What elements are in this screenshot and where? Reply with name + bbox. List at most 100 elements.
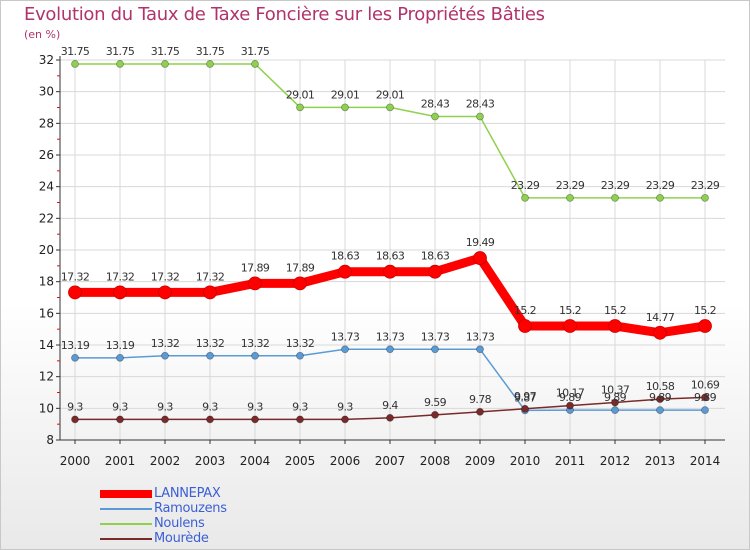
y-tick-label: 14: [39, 338, 54, 352]
data-label-noulens: 31.75: [151, 45, 180, 58]
data-point-ramouzens: [431, 345, 439, 354]
data-point-ramouzens: [71, 353, 79, 362]
data-label-mour-de: 9.3: [157, 400, 173, 413]
data-label-noulens: 31.75: [61, 45, 90, 58]
y-tick-label: 20: [39, 243, 54, 257]
data-label-noulens: 28.43: [421, 98, 450, 111]
data-label-lannepax: 14.77: [646, 311, 675, 324]
data-point-lannepax: [293, 276, 307, 291]
legend-swatch-ramouzens: [100, 508, 152, 510]
data-label-noulens: 31.75: [106, 45, 135, 58]
data-point-lannepax: [68, 285, 82, 300]
data-label-ramouzens: 13.73: [466, 330, 495, 343]
data-label-noulens: 29.01: [331, 88, 360, 101]
data-label-mour-de: 9.4: [382, 399, 398, 412]
data-point-noulens: [71, 60, 79, 68]
data-label-lannepax: 15.2: [559, 304, 581, 317]
x-tick-label: 2006: [330, 454, 361, 468]
x-tick-label: 2001: [105, 454, 136, 468]
data-label-mour-de: 9.97: [514, 390, 537, 403]
data-point-noulens: [116, 60, 124, 68]
data-point-ramouzens: [386, 345, 394, 354]
data-label-noulens: 29.01: [376, 88, 405, 101]
x-tick-label: 2003: [195, 454, 226, 468]
legend-label-noulens: Noulens: [154, 516, 205, 531]
legend-label-lannepax: LANNEPAX: [154, 486, 221, 501]
data-label-noulens: 23.29: [691, 179, 720, 192]
data-label-noulens: 23.29: [601, 179, 630, 192]
data-point-ramouzens: [161, 351, 169, 360]
data-label-ramouzens: 9.89: [604, 391, 627, 404]
x-tick-label: 2013: [645, 454, 676, 468]
data-label-noulens: 23.29: [646, 179, 675, 192]
data-point-lannepax: [113, 285, 127, 300]
data-point-lannepax: [608, 319, 622, 333]
data-point-noulens: [611, 194, 619, 202]
data-label-ramouzens: 13.19: [106, 339, 135, 352]
data-point-ramouzens: [251, 351, 259, 360]
data-label-ramouzens: 13.32: [241, 337, 270, 350]
data-label-ramouzens: 13.19: [61, 339, 90, 352]
data-label-mour-de: 10.69: [691, 378, 720, 391]
y-tick-label: 16: [39, 306, 54, 320]
data-point-lannepax: [158, 285, 172, 300]
x-tick-label: 2007: [375, 454, 406, 468]
data-point-mour-de: [161, 415, 169, 424]
data-point-noulens: [206, 60, 214, 68]
data-point-ramouzens: [656, 406, 664, 414]
data-point-mour-de: [251, 415, 259, 424]
data-point-mour-de: [71, 415, 79, 424]
legend-label-ramouzens: Ramouzens: [154, 501, 227, 516]
data-point-lannepax: [698, 319, 712, 333]
data-point-lannepax: [248, 276, 262, 291]
data-point-ramouzens: [296, 351, 304, 360]
y-tick-label: 32: [39, 53, 54, 67]
data-point-lannepax: [518, 319, 532, 333]
data-label-ramouzens: 9.89: [559, 391, 582, 404]
data-label-ramouzens: 9.87: [514, 391, 537, 404]
data-label-ramouzens: 13.32: [151, 337, 180, 350]
data-point-noulens: [566, 194, 574, 202]
data-point-mour-de: [341, 415, 349, 424]
data-point-mour-de: [476, 407, 484, 416]
y-tick-label: 28: [39, 116, 54, 130]
x-tick-label: 2002: [150, 454, 181, 468]
data-label-mour-de: 9.59: [424, 396, 447, 409]
data-point-mour-de: [296, 415, 304, 424]
x-tick-label: 2011: [555, 454, 586, 468]
x-tick-label: 2014: [690, 454, 721, 468]
data-label-lannepax: 15.2: [604, 304, 626, 317]
data-point-noulens: [476, 112, 484, 121]
data-label-noulens: 23.29: [556, 179, 585, 192]
y-axis-unit: (en %): [24, 28, 61, 41]
data-label-lannepax: 17.89: [286, 261, 315, 274]
data-label-noulens: 31.75: [241, 45, 270, 58]
x-tick-label: 2005: [285, 454, 316, 468]
legend-swatch-noulens: [100, 523, 152, 525]
data-point-noulens: [521, 194, 529, 202]
data-label-lannepax: 17.89: [241, 261, 270, 274]
data-point-lannepax: [383, 264, 397, 279]
data-point-noulens: [431, 112, 439, 121]
y-tick-label: 30: [39, 85, 54, 99]
data-label-lannepax: 18.63: [331, 250, 360, 263]
data-point-mour-de: [431, 410, 439, 419]
y-tick-label: 18: [39, 275, 54, 289]
data-label-lannepax: 17.32: [151, 270, 180, 283]
chart-title: Evolution du Taux de Taxe Foncière sur l…: [24, 4, 545, 25]
y-tick-label: 24: [39, 180, 54, 194]
data-point-lannepax: [563, 319, 577, 333]
data-point-mour-de: [386, 413, 394, 422]
data-label-mour-de: 9.3: [67, 400, 83, 413]
data-point-lannepax: [473, 251, 487, 265]
y-tick-label: 22: [39, 211, 54, 225]
data-point-ramouzens: [701, 406, 709, 414]
y-tick-label: 12: [39, 370, 54, 384]
data-label-ramouzens: 13.73: [421, 330, 450, 343]
data-label-ramouzens: 9.89: [694, 391, 717, 404]
y-tick-label: 26: [39, 148, 54, 162]
legend-swatch-lannepax: [100, 490, 152, 498]
legend-swatch-mour-de: [100, 538, 152, 540]
data-label-lannepax: 15.2: [514, 304, 536, 317]
